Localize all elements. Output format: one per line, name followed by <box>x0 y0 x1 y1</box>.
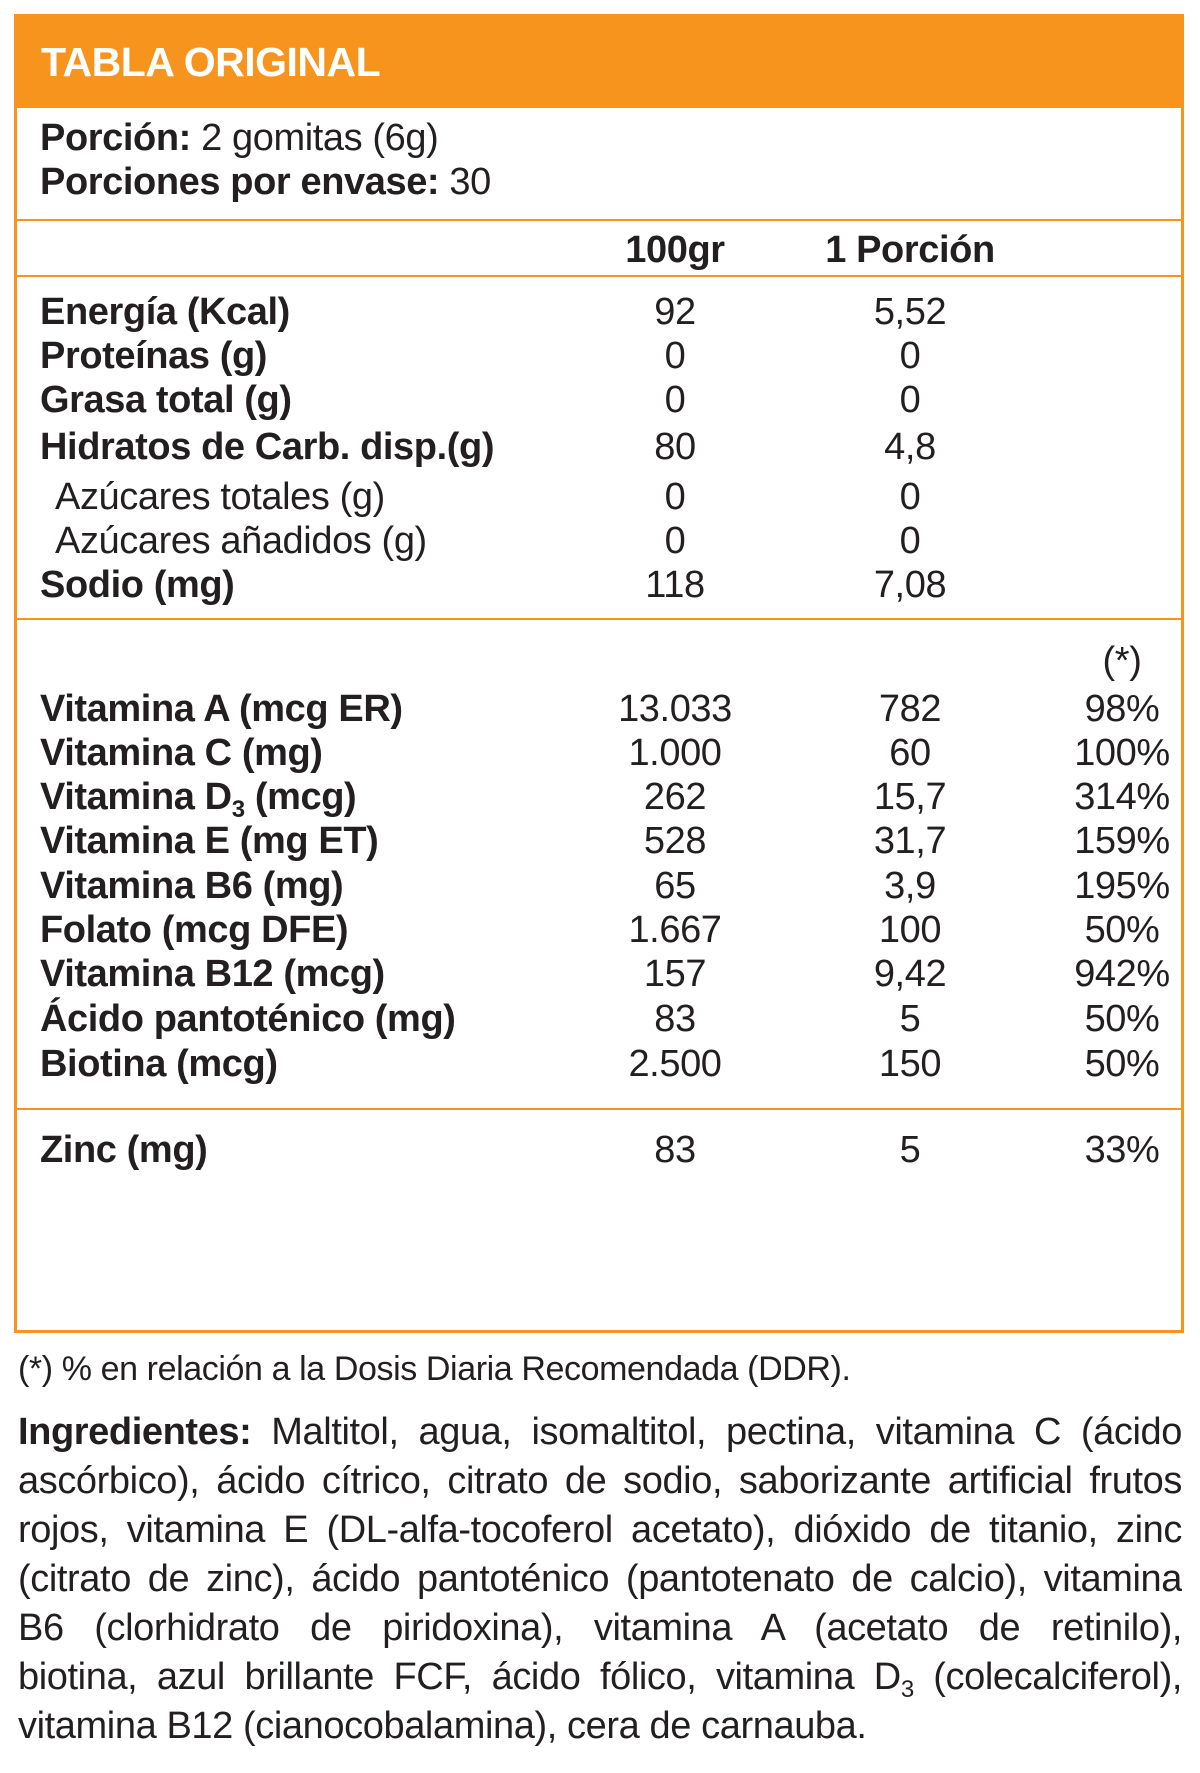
vitamin-label: Vitamina B6 (mg) <box>40 865 344 907</box>
vitamin-value-100gr: 1.667 <box>628 909 722 951</box>
column-header-100gr: 100gr <box>625 229 725 271</box>
macro-label: Proteínas (g) <box>40 335 268 377</box>
mineral-label: Zinc (mg) <box>40 1129 208 1171</box>
mineral-value-100gr: 83 <box>654 1129 696 1171</box>
vitamin-value-portion: 15,7 <box>873 776 947 818</box>
table-header: TABLA ORIGINAL <box>17 17 1181 108</box>
ingredients-paragraph: Ingredientes: Maltitol, agua, isomaltito… <box>18 1408 1182 1751</box>
footnote: (*) % en relación a la Dosis Diaria Reco… <box>18 1350 851 1388</box>
macro-value-100gr: 118 <box>645 564 705 606</box>
vitamin-value-100gr: 2.500 <box>628 1043 722 1085</box>
vitamin-value-100gr: 157 <box>643 953 707 995</box>
vitamin-value-dri: 100% <box>1074 732 1170 774</box>
vitamin-label: Vitamina B12 (mcg) <box>40 953 385 995</box>
vitamin-value-100gr: 13.033 <box>618 688 732 730</box>
mineral-value-portion: 5 <box>899 1129 921 1171</box>
vitamin-value-100gr: 65 <box>654 865 696 907</box>
ingredients-line: (citrato de zinc), ácido pantoténico (pa… <box>18 1558 1182 1600</box>
table-title: TABLA ORIGINAL <box>41 39 381 85</box>
macro-value-portion: 0 <box>899 476 921 518</box>
divider <box>17 219 1181 221</box>
divider <box>17 275 1181 277</box>
macro-label: Azúcares añadidos (g) <box>55 520 427 562</box>
macro-value-100gr: 92 <box>654 291 696 333</box>
vitamin-value-dri: 942% <box>1074 953 1170 995</box>
vitamin-label: Ácido pantoténico (mg) <box>40 998 456 1040</box>
vitamin-value-portion: 31,7 <box>873 820 947 862</box>
vitamin-label: Vitamina E (mg ET) <box>40 820 379 862</box>
vitamin-value-dri: 159% <box>1074 820 1170 862</box>
ingredients-line: Ingredientes: Maltitol, agua, isomaltito… <box>18 1411 1182 1453</box>
ingredients-line: B6 (clorhidrato de piridoxina), vitamina… <box>18 1607 1182 1649</box>
macro-value-100gr: 80 <box>654 426 696 468</box>
mineral-value-dri: 33% <box>1084 1129 1160 1171</box>
vitamin-label-part: (mcg) <box>244 776 357 818</box>
dri-note-header: (*) <box>1102 640 1142 682</box>
vitamin-value-portion: 100 <box>878 909 942 951</box>
vitamin-value-100gr: 1.000 <box>628 732 722 774</box>
vitamin-value-dri: 50% <box>1084 998 1160 1040</box>
nutrition-table: TABLA ORIGINAL Porción: 2 gomitas (6g) P… <box>14 14 1184 1333</box>
ingredients-line: rojos, vitamina E (DL-alfa-tocoferol ace… <box>18 1509 1182 1551</box>
macro-label: Azúcares totales (g) <box>55 476 385 518</box>
macro-value-100gr: 0 <box>664 335 686 377</box>
macro-label: Energía (Kcal) <box>40 291 290 333</box>
portions-per-pack-label: Porciones por envase: <box>40 161 440 203</box>
vitamin-value-dri: 50% <box>1084 909 1160 951</box>
vitamin-label: Vitamina C (mg) <box>40 732 323 774</box>
vitamin-value-portion: 3,9 <box>884 865 936 907</box>
vitamin-label: Vitamina D3 (mcg) <box>40 775 357 832</box>
macro-value-portion: 7,08 <box>873 564 947 606</box>
ingredients-line: biotina, azul brillante FCF, ácido fólic… <box>18 1656 1182 1702</box>
macro-value-portion: 0 <box>899 520 921 562</box>
portion-value: 2 gomitas (6g) <box>201 117 439 159</box>
macro-label: Grasa total (g) <box>40 379 292 421</box>
vitamin-value-portion: 5 <box>899 998 921 1040</box>
vitamin-value-portion: 150 <box>878 1043 942 1085</box>
column-header-portion: 1 Porción <box>825 229 995 271</box>
ingredients-label: Ingredientes: <box>18 1411 252 1453</box>
divider <box>17 618 1181 620</box>
vitamin-value-dri: 50% <box>1084 1043 1160 1085</box>
vitamin-label-part: Vitamina D <box>40 776 232 818</box>
macro-value-portion: 0 <box>899 335 921 377</box>
portions-per-pack-info: Porciones por envase: 30 <box>40 160 491 204</box>
vitamin-value-dri: 98% <box>1084 688 1160 730</box>
vitamin-label: Biotina (mcg) <box>40 1043 278 1085</box>
vitamin-value-portion: 60 <box>889 732 931 774</box>
portion-label: Porción: <box>40 117 191 159</box>
vitamin-label: Folato (mcg DFE) <box>40 909 349 951</box>
vitamin-value-dri: 195% <box>1074 865 1170 907</box>
vitamin-value-100gr: 83 <box>654 998 696 1040</box>
vitamin-value-portion: 782 <box>878 688 942 730</box>
ingredients-line: ascórbico), ácido cítrico, citrato de so… <box>18 1460 1182 1502</box>
vitamin-value-100gr: 528 <box>643 820 707 862</box>
vitamin-value-dri: 314% <box>1074 776 1170 818</box>
portions-per-pack-value: 30 <box>449 161 491 203</box>
macro-value-portion: 4,8 <box>884 426 936 468</box>
portion-info: Porción: 2 gomitas (6g) <box>40 116 439 160</box>
macro-value-100gr: 0 <box>664 379 686 421</box>
vitamin-label-subscript: 3 <box>231 796 245 823</box>
vitamin-value-portion: 9,42 <box>873 953 947 995</box>
macro-label: Hidratos de Carb. disp.(g) <box>40 426 495 468</box>
macro-value-portion: 5,52 <box>873 291 947 333</box>
divider <box>17 1108 1181 1110</box>
macro-value-portion: 0 <box>899 379 921 421</box>
macro-label: Sodio (mg) <box>40 564 235 606</box>
macro-value-100gr: 0 <box>664 520 686 562</box>
vitamin-value-100gr: 262 <box>643 776 707 818</box>
macro-value-100gr: 0 <box>664 476 686 518</box>
ingredients-line: vitamina B12 (cianocobalamina), cera de … <box>18 1705 867 1747</box>
vitamin-label: Vitamina A (mcg ER) <box>40 688 403 730</box>
